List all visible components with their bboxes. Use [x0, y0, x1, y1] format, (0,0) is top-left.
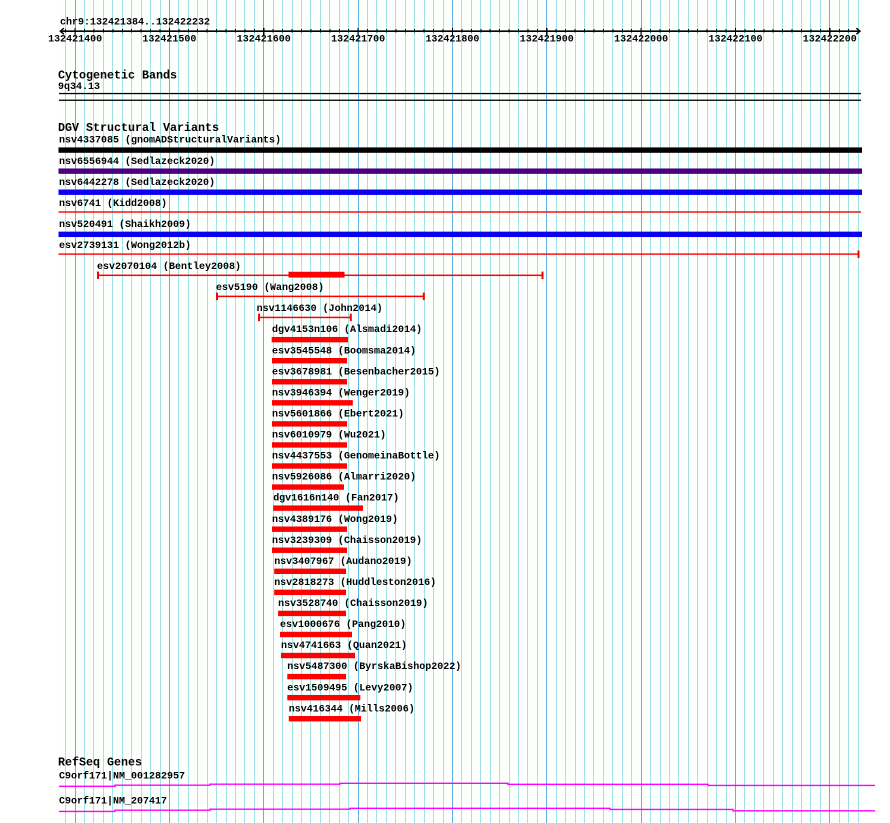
svg-text:nsv4389176 (Wong2019): nsv4389176 (Wong2019) [272, 514, 398, 526]
svg-text:nsv416344 (Mills2006): nsv416344 (Mills2006) [289, 703, 415, 715]
svg-text:132421600: 132421600 [237, 34, 291, 45]
svg-text:esv2070104 (Bentley2008): esv2070104 (Bentley2008) [97, 261, 241, 273]
svg-text:nsv6741 (Kidd2008): nsv6741 (Kidd2008) [59, 198, 167, 210]
svg-text:RefSeq Genes: RefSeq Genes [58, 756, 142, 770]
svg-text:nsv3528740 (Chaisson2019): nsv3528740 (Chaisson2019) [278, 598, 428, 610]
svg-text:DGV Structural Variants: DGV Structural Variants [58, 121, 219, 135]
svg-text:C9orf171|NM_207417: C9orf171|NM_207417 [59, 795, 167, 807]
svg-text:nsv3407967 (Audano2019): nsv3407967 (Audano2019) [274, 556, 412, 568]
svg-text:nsv5601866 (Ebert2021): nsv5601866 (Ebert2021) [272, 408, 404, 420]
svg-text:dgv4153n106 (Alsmadi2014): dgv4153n106 (Alsmadi2014) [272, 324, 422, 336]
svg-text:nsv5487300 (ByrskaBishop2022): nsv5487300 (ByrskaBishop2022) [287, 661, 461, 673]
svg-text:132421900: 132421900 [520, 34, 574, 45]
svg-text:132421800: 132421800 [425, 34, 479, 45]
svg-text:nsv3946394 (Wenger2019): nsv3946394 (Wenger2019) [272, 387, 410, 399]
svg-text:nsv520491 (Shaikh2009): nsv520491 (Shaikh2009) [59, 219, 191, 231]
svg-text:esv1509495 (Levy2007): esv1509495 (Levy2007) [287, 682, 413, 694]
svg-text:esv1000676 (Pang2010): esv1000676 (Pang2010) [280, 619, 406, 631]
svg-text:nsv4437553 (GenomeinaBottle): nsv4437553 (GenomeinaBottle) [272, 451, 440, 463]
svg-text:esv2739131 (Wong2012b): esv2739131 (Wong2012b) [59, 240, 191, 252]
svg-text:esv3678981 (Besenbacher2015): esv3678981 (Besenbacher2015) [272, 366, 440, 378]
svg-text:nsv6556944 (Sedlazeck2020): nsv6556944 (Sedlazeck2020) [59, 156, 215, 168]
svg-text:dgv1616n140 (Fan2017): dgv1616n140 (Fan2017) [273, 493, 399, 505]
svg-text:chr9:132421384..132422232: chr9:132421384..132422232 [60, 17, 210, 29]
svg-text:nsv3239309 (Chaisson2019): nsv3239309 (Chaisson2019) [272, 535, 422, 547]
svg-text:132421400: 132421400 [48, 34, 102, 45]
svg-text:132422000: 132422000 [614, 34, 668, 45]
svg-text:Cytogenetic Bands: Cytogenetic Bands [58, 68, 177, 82]
svg-text:nsv4741663 (Quan2021): nsv4741663 (Quan2021) [281, 640, 407, 652]
svg-text:nsv4337085 (gnomADStructuralVa: nsv4337085 (gnomADStructuralVariants) [59, 135, 281, 147]
svg-text:nsv1146630 (John2014): nsv1146630 (John2014) [257, 303, 383, 315]
svg-text:nsv6010979 (Wu2021): nsv6010979 (Wu2021) [272, 430, 386, 442]
svg-text:132422200: 132422200 [803, 34, 857, 45]
svg-text:9q34.13: 9q34.13 [58, 82, 100, 93]
svg-text:nsv2818273 (Huddleston2016): nsv2818273 (Huddleston2016) [274, 577, 436, 589]
svg-text:nsv5926086 (Almarri2020): nsv5926086 (Almarri2020) [272, 472, 416, 484]
svg-text:132421700: 132421700 [331, 34, 385, 45]
svg-text:nsv6442278 (Sedlazeck2020): nsv6442278 (Sedlazeck2020) [59, 177, 215, 189]
svg-text:C9orf171|NM_001282957: C9orf171|NM_001282957 [59, 770, 185, 782]
svg-text:132422100: 132422100 [708, 34, 762, 45]
svg-text:132421500: 132421500 [142, 34, 196, 45]
svg-text:esv3545548 (Boomsma2014): esv3545548 (Boomsma2014) [272, 345, 416, 357]
svg-text:esv5190 (Wang2008): esv5190 (Wang2008) [216, 282, 324, 294]
